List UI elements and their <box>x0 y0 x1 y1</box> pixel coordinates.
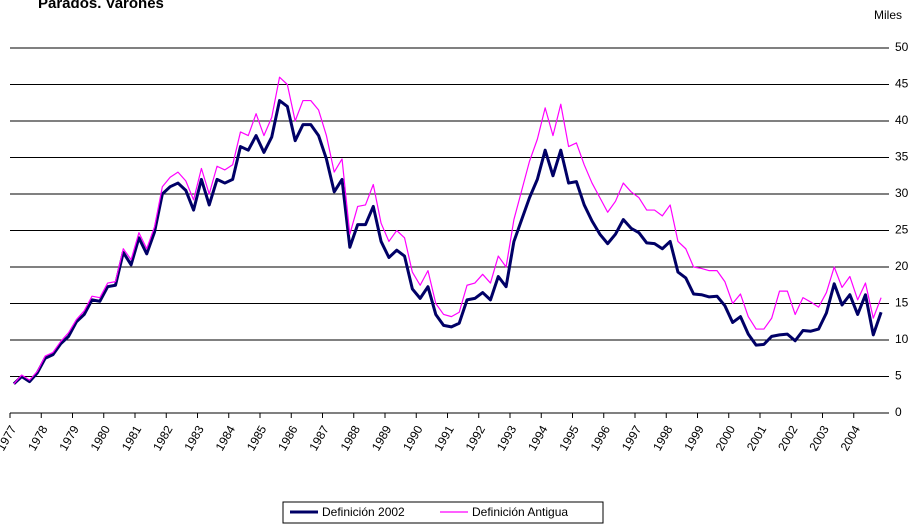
series-line <box>13 76 882 385</box>
y-tick-label: 5 <box>895 369 902 383</box>
x-tick-label: 1988 <box>338 423 364 453</box>
series-line <box>12 99 883 385</box>
y-tick-label: 0 <box>895 405 902 419</box>
x-tick-label: 1993 <box>494 423 520 453</box>
x-tick-label: 1992 <box>463 423 489 453</box>
y-tick-label: 45 <box>895 77 909 91</box>
y-tick-label: 35 <box>895 150 909 164</box>
y-tick-label: 50 <box>895 40 909 54</box>
x-tick-label: 1981 <box>119 423 145 453</box>
x-tick-label: 1986 <box>275 423 301 453</box>
x-tick-label: 1995 <box>556 423 582 453</box>
x-tick-label: 1982 <box>150 423 176 453</box>
x-tick-label: 2004 <box>838 423 864 453</box>
x-tick-label: 1996 <box>588 423 614 453</box>
x-tick-label: 1999 <box>681 423 707 453</box>
chart-title: Parados. Varones <box>38 0 164 12</box>
x-tick-label: 1994 <box>525 423 551 453</box>
x-tick-label: 2000 <box>713 423 739 453</box>
y-tick-label: 15 <box>895 296 909 310</box>
x-tick-label: 1997 <box>619 423 645 453</box>
x-tick-label: 2002 <box>775 423 801 453</box>
legend-label: Definición 2002 <box>322 505 405 519</box>
x-tick-label: 1985 <box>244 423 270 453</box>
y-tick-label: 10 <box>895 332 909 346</box>
x-tick-label: 1998 <box>650 423 676 453</box>
x-tick-label: 1984 <box>213 423 239 453</box>
y-tick-label: 30 <box>895 186 909 200</box>
x-tick-label: 1990 <box>400 423 426 453</box>
legend-label: Definición Antigua <box>472 505 568 519</box>
x-tick-label: 1979 <box>56 423 82 453</box>
x-tick-label: 1980 <box>88 423 114 453</box>
x-tick-label: 1987 <box>306 423 332 453</box>
x-tick-label: 2003 <box>806 423 832 453</box>
x-tick-label: 1983 <box>181 423 207 453</box>
y-tick-label: 40 <box>895 113 909 127</box>
x-tick-label: 1977 <box>0 423 20 453</box>
x-tick-label: 2001 <box>744 423 770 453</box>
y-tick-label: 25 <box>895 223 909 237</box>
x-tick-label: 1989 <box>369 423 395 453</box>
y-tick-label: 20 <box>895 259 909 273</box>
y-axis-label: Miles <box>874 8 902 22</box>
x-tick-label: 1978 <box>25 423 51 453</box>
x-tick-label: 1991 <box>431 423 457 453</box>
